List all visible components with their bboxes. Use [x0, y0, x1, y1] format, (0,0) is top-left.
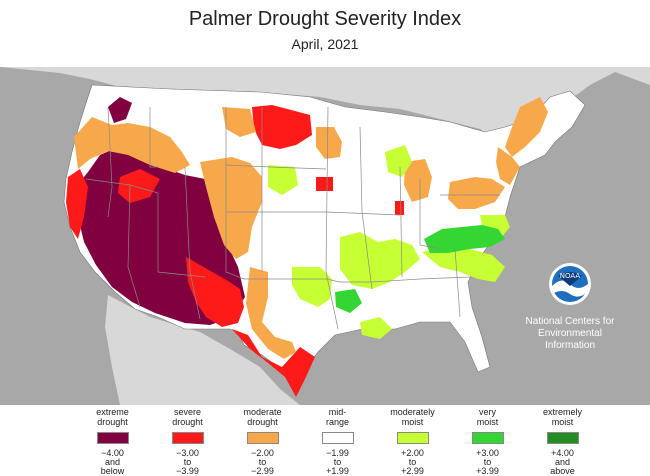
legend-range: −1.99: [326, 448, 349, 458]
region-moderate-drought-great-lakes: [404, 159, 432, 202]
region-severe-drought-illinois: [395, 201, 404, 215]
legend-item-mid-range: mid- range −1.99 to +1.99: [300, 404, 375, 476]
legend-range: +3.00: [476, 448, 499, 458]
legend-range: below: [100, 466, 125, 476]
region-severe-drought-sw: [186, 257, 244, 327]
legend-range: to: [258, 457, 267, 467]
drought-map: [0, 67, 650, 405]
region-moderate-drought-northeast: [448, 177, 505, 209]
legend-swatch: [96, 432, 129, 444]
region-severe-drought-texas: [232, 329, 315, 397]
legend-item-extremely-moist: extremely moist +4.00 and above: [525, 404, 600, 476]
region-moderately-moist-dakota: [268, 165, 298, 195]
legend-label: moist: [476, 417, 499, 427]
legend-range: −4.00: [101, 448, 124, 458]
legend-label: extreme: [96, 407, 129, 417]
legend-range: and: [554, 457, 571, 467]
region-moderately-moist-gulf: [360, 317, 392, 339]
region-moderately-moist-south: [292, 267, 332, 307]
legend-label: mid-: [328, 407, 347, 417]
legend-range: −2.00: [251, 448, 274, 458]
legend-label: moderate: [243, 407, 282, 417]
region-severe-drought-northern-plains: [252, 105, 312, 149]
region-very-moist-louisiana: [335, 289, 362, 313]
legend-range: above: [550, 466, 575, 476]
region-severe-drought-coast: [66, 169, 88, 239]
org-line-3: Information: [544, 340, 596, 351]
legend-range: +2.99: [401, 466, 424, 476]
legend-range: +3.99: [476, 466, 499, 476]
legend-swatch: [171, 432, 204, 444]
noaa-credit: NOAA National Centers for Environmental …: [512, 262, 628, 352]
legend: extreme drought −4.00 and below severe d…: [75, 404, 600, 476]
noaa-logo-icon: NOAA: [549, 263, 591, 305]
region-moderate-drought-montana: [222, 107, 256, 137]
legend-label: extremely: [542, 407, 582, 417]
org-line-2: Environmental: [538, 328, 602, 339]
legend-range: +4.00: [551, 448, 574, 458]
legend-label: drought: [97, 417, 128, 427]
legend-swatch: [396, 432, 429, 444]
legend-range: to: [183, 457, 192, 467]
legend-range: to: [408, 457, 417, 467]
legend-label: moderately: [390, 407, 435, 417]
legend-swatch: [471, 432, 504, 444]
legend-range: −3.99: [176, 466, 199, 476]
legend-range: and: [104, 457, 121, 467]
region-moderate-drought-pnw: [74, 117, 190, 173]
legend-item-moderately-moist: moderately moist +2.00 to +2.99: [375, 404, 450, 476]
legend-label: very: [478, 407, 496, 417]
legend-range: +1.99: [326, 466, 349, 476]
map-subtitle: April, 2021: [291, 36, 359, 52]
legend-label: drought: [172, 417, 203, 427]
legend-range: −3.00: [176, 448, 199, 458]
legend-swatch: [246, 432, 279, 444]
legend-label: severe: [173, 407, 201, 417]
legend-range: +2.00: [401, 448, 424, 458]
legend-label: drought: [247, 417, 278, 427]
region-moderate-drought-new-england: [505, 97, 548, 157]
legend-swatch: [321, 432, 354, 444]
legend-item-very-moist: very moist +3.00 to +3.99: [450, 404, 525, 476]
legend-label: range: [325, 417, 350, 427]
region-moderately-moist-michigan: [385, 145, 412, 177]
region-severe-drought-great-basin: [118, 169, 160, 203]
org-line-1: National Centers for: [525, 316, 615, 327]
legend-item-moderate-drought: moderate drought −2.00 to −2.99: [225, 404, 300, 476]
region-moderately-moist-southeast: [422, 247, 505, 282]
legend-range: to: [483, 457, 492, 467]
legend-label: moist: [401, 417, 424, 427]
mexico-region: [105, 295, 300, 405]
legend-item-severe-drought: severe drought −3.00 to −3.99: [150, 404, 225, 476]
region-moderate-drought-minnesota: [316, 127, 342, 159]
legend-label: moist: [551, 417, 574, 427]
legend-range: −2.99: [251, 466, 274, 476]
map-title: Palmer Drought Severity Index: [188, 8, 462, 30]
legend-swatch: [546, 432, 579, 444]
region-moderate-drought-plains: [200, 157, 262, 259]
legend-item-extreme-drought: extreme drought −4.00 and below: [75, 404, 150, 476]
state-boundaries: [85, 106, 500, 330]
noaa-logo-text: NOAA: [560, 272, 581, 280]
region-moderate-drought-mid-atlantic: [496, 147, 520, 185]
legend-range: to: [333, 457, 342, 467]
canada-region: [0, 67, 650, 142]
region-moderately-moist-mississippi-valley: [340, 232, 420, 289]
region-severe-drought-iowa: [316, 177, 333, 191]
region-very-moist-kentucky: [424, 225, 505, 253]
region-moderate-drought-texas-west: [246, 267, 296, 359]
region-extreme-drought-northwest: [108, 97, 132, 123]
